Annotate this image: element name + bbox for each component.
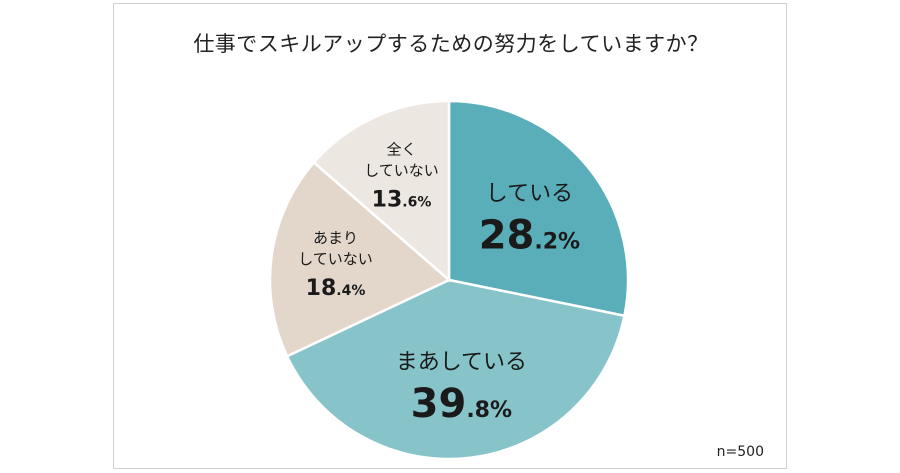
pie-slice-shiteiru — [447, 99, 630, 318]
slice-category-label: している — [486, 181, 573, 206]
slice-category-label: していない — [298, 250, 373, 268]
pie-slice-amari-shiteinai — [268, 160, 452, 358]
pie-slice-mattaku-shiteinai — [312, 99, 451, 283]
slice-category-label: あまり — [313, 229, 358, 247]
slice-value-label: 28.2% — [479, 212, 580, 258]
slice-label-shiteiru: している 28.2% — [479, 181, 580, 258]
chart-title: 仕事でスキルアップするための努力をしていますか？ — [193, 32, 709, 56]
slice-value-label: 13.6% — [372, 188, 432, 213]
slice-category-label: していない — [364, 162, 439, 180]
slice-label-maashiteiru: まあしている 39.8% — [396, 350, 527, 427]
slice-category-label: 全く — [387, 141, 417, 159]
pie-slice-maashiteiru — [285, 278, 626, 461]
slice-category-label: まあしている — [396, 350, 527, 375]
slice-value-label: 18.4% — [306, 276, 366, 301]
slice-value-label: 39.8% — [411, 381, 512, 427]
sample-size-note: n=500 — [716, 444, 764, 460]
